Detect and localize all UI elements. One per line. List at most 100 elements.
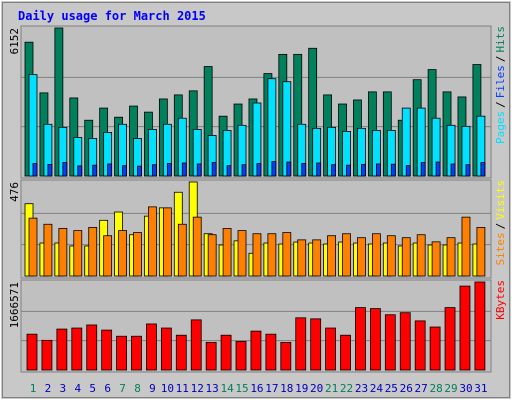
bar <box>148 206 157 277</box>
x-tick-label: 1 <box>30 382 37 395</box>
bar <box>86 324 98 371</box>
bar <box>181 162 187 177</box>
bar <box>271 161 277 177</box>
bar <box>116 335 127 371</box>
x-tick-label: 31 <box>474 382 487 395</box>
bar <box>190 319 202 371</box>
bar <box>103 235 113 277</box>
x-tick-label: 17 <box>265 382 278 395</box>
bar <box>450 163 456 177</box>
bar <box>131 335 142 371</box>
x-tick-label: 11 <box>176 382 189 395</box>
bar <box>101 329 113 371</box>
bar <box>357 237 366 277</box>
x-tick-label: 4 <box>74 382 81 395</box>
bar <box>459 285 471 371</box>
x-tick-label: 25 <box>385 382 398 395</box>
bar <box>192 216 202 277</box>
bar <box>282 232 292 277</box>
bar <box>416 234 426 277</box>
x-tick-label: 27 <box>415 382 428 395</box>
bar <box>241 164 247 177</box>
bar <box>73 230 83 277</box>
x-tick-label: 6 <box>104 382 111 395</box>
bar <box>26 333 38 371</box>
bar <box>28 217 38 277</box>
bar <box>267 233 277 277</box>
bar <box>342 233 351 277</box>
x-tick-label: 18 <box>280 382 293 395</box>
x-tick-label: 29 <box>444 382 457 395</box>
legend: KBytes <box>494 280 507 320</box>
x-tick-label: 19 <box>295 382 308 395</box>
x-tick-label: 20 <box>310 382 323 395</box>
bar <box>371 233 381 277</box>
bar <box>444 307 456 371</box>
x-tick-label: 3 <box>60 382 67 395</box>
x-tick-label: 24 <box>370 382 384 395</box>
bar <box>361 164 366 177</box>
bar <box>325 327 337 371</box>
bar <box>446 237 456 277</box>
x-tick-label: 26 <box>400 382 413 395</box>
legend-separator: / <box>494 101 507 108</box>
legend-entry: Sites <box>494 232 507 265</box>
bar <box>301 163 307 177</box>
bar <box>122 165 127 177</box>
bar <box>340 334 351 371</box>
bar <box>346 164 351 177</box>
legend-entry: KBytes <box>494 280 507 320</box>
bar <box>250 330 262 371</box>
bar <box>390 163 396 177</box>
bar <box>280 341 292 371</box>
y-tick-label: 1666571 <box>8 282 21 328</box>
x-tick-label: 8 <box>134 382 141 395</box>
chart-title: Daily usage for March 2015 <box>18 9 206 23</box>
bar <box>331 164 337 177</box>
bar <box>405 165 411 177</box>
bar <box>107 163 113 177</box>
bar <box>461 216 471 277</box>
bar <box>226 165 232 177</box>
bar <box>222 228 232 277</box>
bar <box>32 163 38 177</box>
bar <box>384 314 396 371</box>
bar <box>235 340 247 371</box>
bar <box>43 223 53 277</box>
bar <box>220 334 232 371</box>
y-tick-label: 6152 <box>8 28 21 55</box>
bar <box>295 317 307 371</box>
bar <box>310 318 322 371</box>
x-tick-label: 16 <box>250 382 263 395</box>
x-tick-label: 28 <box>429 382 442 395</box>
legend-entry: Visits <box>494 180 507 220</box>
bar <box>414 320 426 371</box>
legend: Sites / Visits <box>494 180 507 266</box>
bar <box>399 312 411 371</box>
y-tick-label: 476 <box>8 182 21 202</box>
bar <box>355 307 366 371</box>
x-tick-label: 9 <box>149 382 156 395</box>
x-tick-label: 7 <box>119 382 126 395</box>
bar <box>56 328 68 371</box>
bar <box>41 339 53 371</box>
bar <box>160 327 172 371</box>
bar <box>133 232 142 277</box>
bar <box>252 233 262 277</box>
bar <box>401 237 411 277</box>
legend-separator: / <box>494 223 507 230</box>
bar <box>312 239 322 277</box>
bar <box>369 308 381 371</box>
bar <box>196 163 202 177</box>
legend-separator: / <box>494 56 507 63</box>
bar <box>431 241 441 277</box>
bar <box>71 327 83 371</box>
bar <box>177 223 187 277</box>
bar <box>77 165 83 177</box>
bar <box>286 161 292 177</box>
bar <box>316 162 322 177</box>
bar <box>92 164 98 177</box>
bar <box>297 239 307 277</box>
